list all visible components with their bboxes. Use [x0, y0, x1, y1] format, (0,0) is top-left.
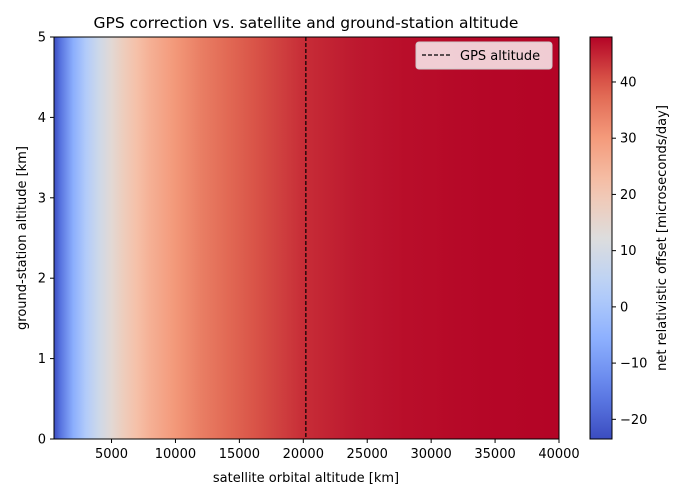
y-axis-label: ground-station altitude [km]: [15, 146, 30, 330]
legend-box: [415, 41, 553, 70]
colorbar-tick-label: 40: [620, 75, 637, 90]
x-tick-label: 20000: [283, 447, 324, 462]
colorbar-label: net relativistic offset [microseconds/da…: [655, 105, 670, 371]
heatmap-field: [54, 37, 559, 439]
colorbar: −20 −10 0 10 20 30 40: [589, 36, 647, 440]
x-tick-label: 40000: [538, 447, 579, 462]
plot-frame: [53, 36, 560, 440]
y-tick-label: 0: [38, 433, 46, 448]
x-axis: 5000 10000 15000 20000 25000 30000 35000 40000: [95, 439, 580, 462]
y-axis: 0 1 2 3 4 5: [38, 31, 54, 448]
legend: GPS altitude: [415, 41, 553, 70]
y-tick-label: 4: [38, 111, 46, 126]
y-tick-label: 1: [38, 352, 46, 367]
colorbar-tick-label: 10: [620, 244, 637, 259]
x-tick-label: 35000: [474, 447, 515, 462]
colorbar-tick-label: 30: [620, 132, 637, 147]
x-tick-label: 10000: [155, 447, 196, 462]
legend-label-gps-altitude: GPS altitude: [460, 49, 540, 64]
colorbar-tick-label: −10: [620, 357, 647, 372]
x-tick-label: 5000: [95, 447, 128, 462]
y-tick-label: 3: [38, 191, 46, 206]
colorbar-tick-label: 0: [620, 300, 628, 315]
y-tick-label: 2: [38, 272, 46, 287]
x-axis-label: satellite orbital altitude [km]: [213, 471, 399, 486]
colorbar-tick-label: −20: [620, 413, 647, 428]
heatmap-plot-area: [53, 36, 560, 440]
chart-title: GPS correction vs. satellite and ground-…: [94, 14, 519, 32]
y-tick-label: 5: [38, 31, 46, 46]
x-tick-label: 30000: [410, 447, 451, 462]
x-tick-label: 25000: [347, 447, 388, 462]
colorbar-tick-label: 20: [620, 188, 637, 203]
colorbar-gradient: [589, 36, 613, 440]
x-tick-label: 15000: [219, 447, 260, 462]
